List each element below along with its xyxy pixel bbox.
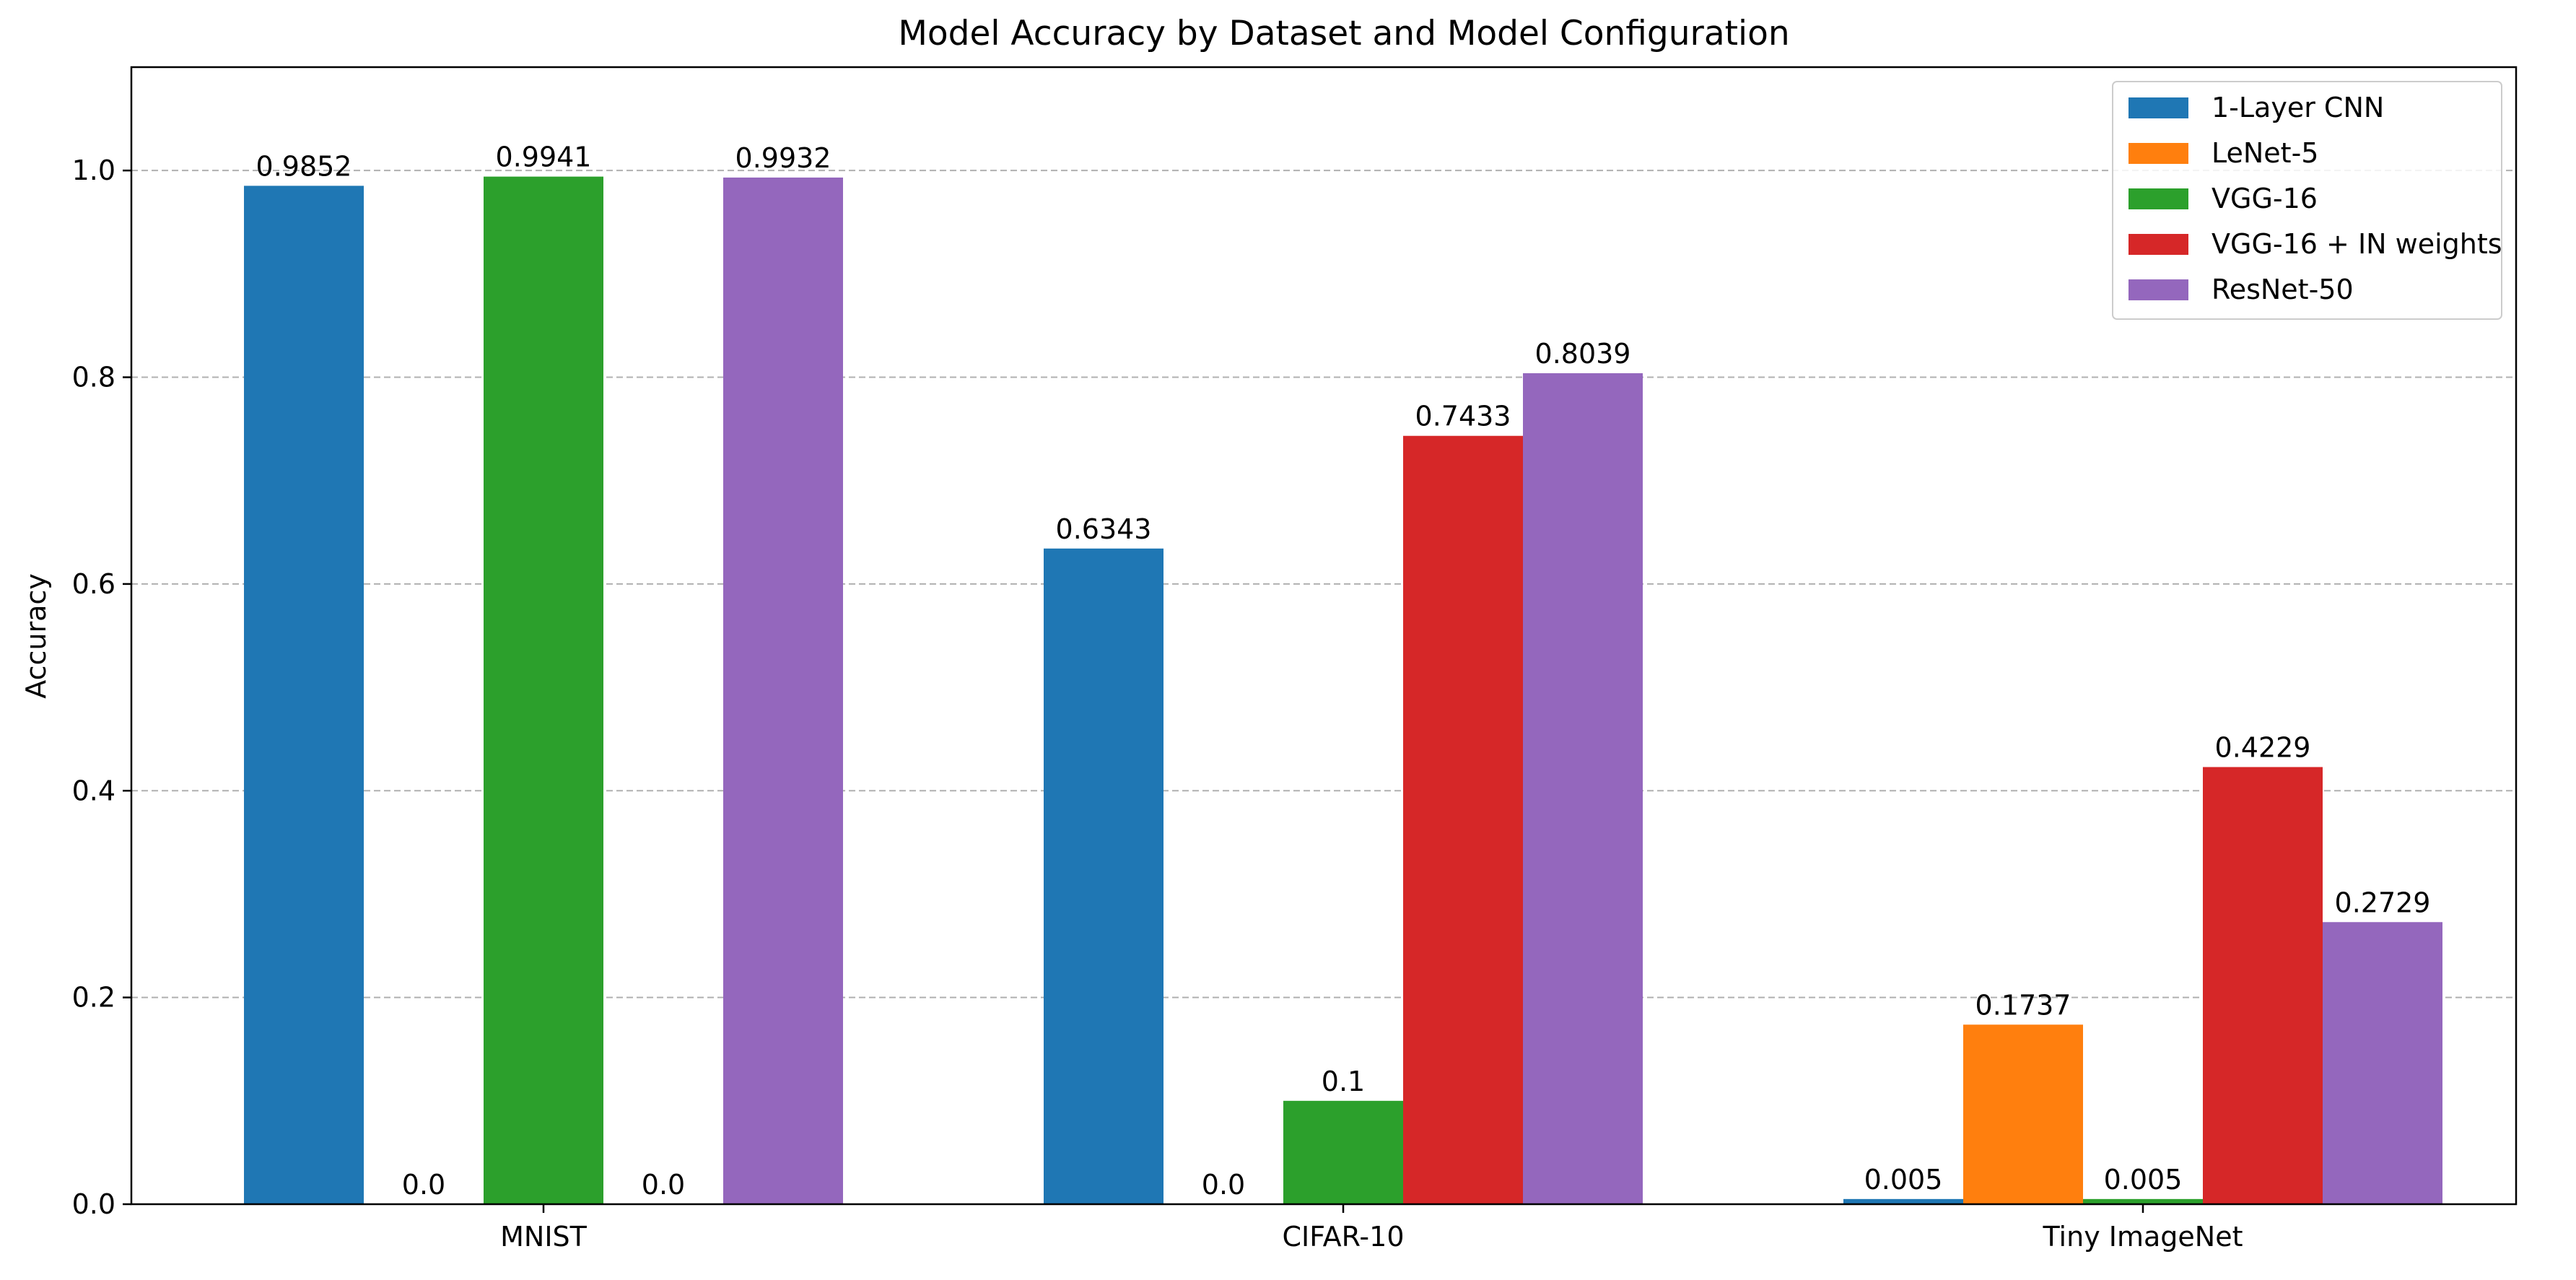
y-tick-label: 0.4 — [72, 775, 115, 806]
bar — [1963, 1024, 2083, 1204]
legend-label: ResNet-50 — [2212, 274, 2354, 305]
legend-swatch — [2129, 188, 2188, 209]
bar-value-label: 0.9932 — [735, 142, 831, 174]
y-tick-label: 0.8 — [72, 362, 115, 393]
bar-value-label: 0.6343 — [1056, 513, 1152, 545]
legend-swatch — [2129, 279, 2188, 300]
bar-value-label: 0.9941 — [496, 142, 592, 173]
legend-label: VGG-16 + IN weights — [2212, 228, 2502, 260]
bar-value-label: 0.8039 — [1535, 338, 1631, 370]
plot-frame — [130, 66, 2518, 1206]
y-tick-label: 0.0 — [72, 1188, 115, 1220]
bar-value-label: 0.7433 — [1415, 401, 1511, 432]
bar-value-label: 0.005 — [2104, 1164, 2183, 1196]
bar — [1403, 435, 1523, 1205]
legend-label: VGG-16 — [2212, 183, 2318, 214]
bar — [1044, 548, 1163, 1204]
bar-value-label: 0.9852 — [256, 150, 352, 182]
legend: 1-Layer CNN LeNet-5 VGG-16 VGG-16 + IN weig… — [2112, 81, 2502, 320]
bar — [1283, 1100, 1403, 1204]
chart-title: Model Accuracy by Dataset and Model Conf… — [898, 14, 1789, 53]
bar-value-label: 0.4229 — [2215, 731, 2311, 763]
bar-value-label: 0.2729 — [2335, 887, 2431, 918]
bar — [2203, 767, 2323, 1204]
bar-value-label: 0.1 — [1322, 1066, 1365, 1097]
x-tick-label: Tiny ImageNet — [2043, 1221, 2243, 1253]
bar — [2083, 1198, 2203, 1204]
bar-value-label: 0.0 — [642, 1169, 685, 1201]
bar — [244, 186, 364, 1204]
bar — [2323, 922, 2442, 1204]
y-tick-label: 0.6 — [72, 568, 115, 600]
bar — [723, 177, 843, 1204]
bar-value-label: 0.0 — [402, 1169, 445, 1201]
bar — [1523, 373, 1643, 1204]
bar-value-label: 0.1737 — [1975, 989, 2071, 1021]
legend-swatch — [2129, 234, 2188, 255]
legend-label: 1-Layer CNN — [2212, 92, 2384, 123]
bar — [1843, 1198, 1963, 1204]
y-axis-label: Accuracy — [20, 573, 52, 699]
bar-value-label: 0.005 — [1864, 1164, 1943, 1196]
legend-label: LeNet-5 — [2212, 137, 2318, 169]
x-tick-label: CIFAR-10 — [1282, 1221, 1404, 1253]
x-tick-label: MNIST — [500, 1221, 588, 1253]
y-tick-label: 1.0 — [72, 154, 115, 186]
y-tick-label: 0.2 — [72, 982, 115, 1014]
bar-value-label: 0.0 — [1202, 1169, 1245, 1201]
legend-swatch — [2129, 97, 2188, 118]
legend-swatch — [2129, 143, 2188, 164]
legend-box — [2112, 81, 2502, 320]
bar — [484, 176, 603, 1205]
